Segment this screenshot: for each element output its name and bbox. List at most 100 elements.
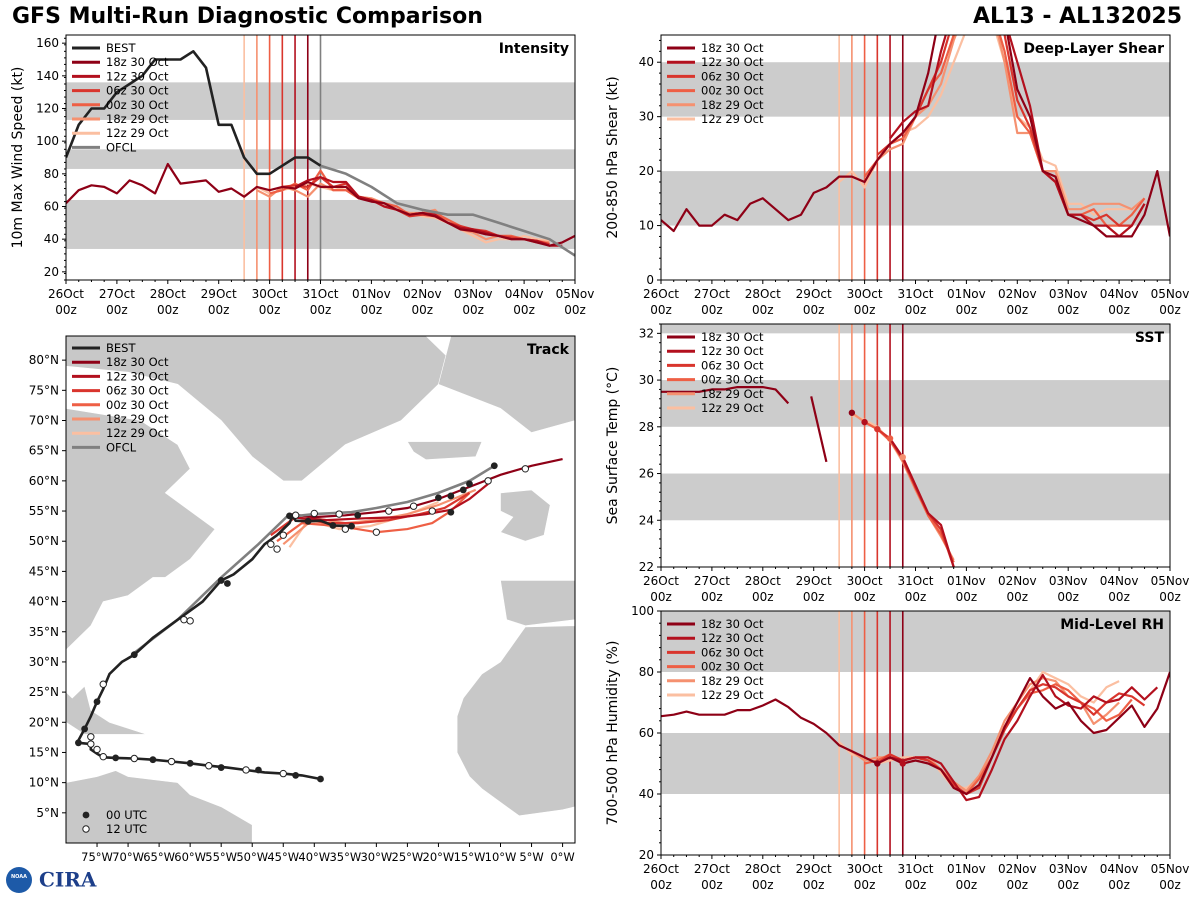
track-legend-label-7: OFCL [106,440,137,454]
track-marker-12utc-4 [130,754,138,763]
rh-xtick-sublabel-7: 00z [1007,878,1029,892]
track-marker-12utc-21 [409,502,418,510]
track-xtick-label-13: 10°W [485,850,517,864]
shear-series-06z-30-oct [876,35,1146,227]
shear-band-1 [661,62,1170,117]
track-marker-12utc-24 [521,465,530,473]
track-marker-00utc-0 [317,775,324,783]
rh-xtick-label-9: 04Nov [1100,862,1139,876]
intensity-xtick-label-10: 05Nov [556,287,595,301]
sst-marker-1 [861,418,868,426]
shear-xtick-sublabel-5: 00z [905,303,927,317]
panel-rh: 20 40 60 80 100 26Oct 00z 27Oct 00z 28Oct 00z 29Oct… [605,604,1189,892]
track-run-1 [289,483,489,522]
shear-series-12z-30-oct [889,35,1146,238]
shear-ytick-label-2: 20 [639,164,654,178]
shear-xtick-sublabel-10: 00z [1159,303,1181,317]
rh-xtick-sublabel-8: 00z [1057,878,1079,892]
shear-xtick-sublabel-1: 00z [701,303,723,317]
track-marker-00utc-2 [255,766,262,774]
sst-legend-label-5: 12z 29 Oct [701,401,764,415]
noaa-logo-icon: NOAA [6,866,32,893]
track-marker-00utc-16 [329,522,337,529]
intensity-xtick-sublabel-5: 00z [310,303,332,317]
intensity-legend-label-3: 06z 30 Oct [106,84,169,98]
track-marker-12utc-3 [167,757,176,766]
shear-xtick-sublabel-0: 00z [650,303,672,317]
track-legend-00utc-label: 00 UTC [106,808,147,822]
shear-xtick-sublabel-6: 00z [956,303,978,317]
track-xtick-label-3: 60°W [174,850,206,864]
shear-xtick-label-9: 04Nov [1100,287,1139,301]
track-marker-12utc-16 [310,509,318,518]
rh-series-12z-30-oct [889,673,1159,802]
intensity-legend-label-5: 18z 29 Oct [106,112,169,126]
track-xtick-label-6: 45°W [267,850,299,864]
intensity-xtick-label-3: 29Oct [201,287,237,301]
track-marker-12utc-7 [87,740,95,748]
sst-xtick-sublabel-7: 00z [1007,590,1029,604]
shear-xtick-sublabel-2: 00z [752,303,774,317]
track-xtick-label-9: 30°W [360,850,392,864]
track-marker-00utc-23 [490,462,498,470]
intensity-ytick-label-0: 20 [44,265,59,279]
rh-xtick-sublabel-10: 00z [1159,878,1181,892]
track-legend-label-5: 18z 29 Oct [106,412,169,426]
intensity-xtick-sublabel-6: 00z [361,303,383,317]
sst-series-18z-30-oct-seg2 [810,396,828,463]
track-best [77,513,352,781]
intensity-xtick-label-8: 03Nov [454,287,493,301]
storm-id: AL13 - AL132025 [973,4,1182,29]
intensity-xtick-sublabel-2: 00z [157,303,179,317]
noaa-logo-label: NOAA [10,873,28,880]
track-legend-12utc-label: 12 UTC [106,822,147,836]
shear-xtick-label-2: 28Oct [745,287,781,301]
shear-xtick-label-0: 26Oct [643,287,679,301]
track-xtick-label-4: 55°W [205,850,237,864]
rh-xtick-label-8: 03Nov [1049,862,1088,876]
track-legend-00utc-marker [82,811,90,819]
shear-legend-label-5: 12z 29 Oct [701,112,764,126]
track-xtick-label-15: 0°W [550,850,574,864]
track-marker-00utc-5 [149,756,157,764]
rh-xtick-label-10: 05Nov [1151,862,1190,876]
sst-xtick-label-0: 26Oct [643,574,679,588]
intensity-series-best [66,49,322,176]
intensity-ytick-label-1: 40 [44,232,59,246]
track-ytick-label-7: 40°N [29,595,59,609]
rh-legend-label-3: 00z 30 Oct [701,660,764,674]
intensity-ytick-label-2: 60 [44,200,59,214]
track-ytick-label-4: 25°N [29,685,59,699]
rh-xtick-sublabel-3: 00z [803,878,825,892]
track-xtick-label-2: 65°W [143,850,175,864]
land-shape-3 [66,770,253,843]
panel-sst: 22 24 26 28 30 32 26Oct 00z 27Oct 00z 28Oct 00z 29Oc… [605,323,1189,604]
shear-xtick-label-5: 31Oct [897,287,933,301]
intensity-legend-label-7: OFCL [106,140,137,154]
land-shape-5 [406,441,483,461]
shear-xtick-sublabel-9: 00z [1108,303,1130,317]
track-legend-label-2: 12z 30 Oct [106,369,169,383]
intensity-ytick-label-7: 160 [36,36,59,50]
track-marker-12utc-1 [242,766,250,774]
track-marker-12utc-5 [99,752,107,761]
intensity-plot-area [66,35,575,280]
track-ofcl [133,464,495,654]
cira-logo: CIRA [38,867,97,892]
intensity-xtick-label-6: 01Nov [352,287,391,301]
sst-xtick-sublabel-10: 00z [1159,590,1181,604]
sst-xtick-sublabel-4: 00z [854,590,876,604]
rh-legend-label-4: 18z 29 Oct [701,674,764,688]
sst-xtick-sublabel-8: 00z [1057,590,1079,604]
sst-marker-2 [874,425,881,433]
land-shape-1 [66,408,216,651]
rh-series-18z-30-oct [661,671,1170,796]
sst-band-0 [661,473,1170,521]
rh-xtick-sublabel-5: 00z [905,878,927,892]
track-ytick-label-10: 55°N [29,504,59,518]
track-xtick-label-10: 25°W [392,850,424,864]
shear-series-18z-30-oct [661,35,1170,238]
intensity-xtick-sublabel-0: 00z [55,303,77,317]
rh-legend-label-5: 12z 29 Oct [701,688,764,702]
track-marker-00utc-6 [112,754,120,762]
